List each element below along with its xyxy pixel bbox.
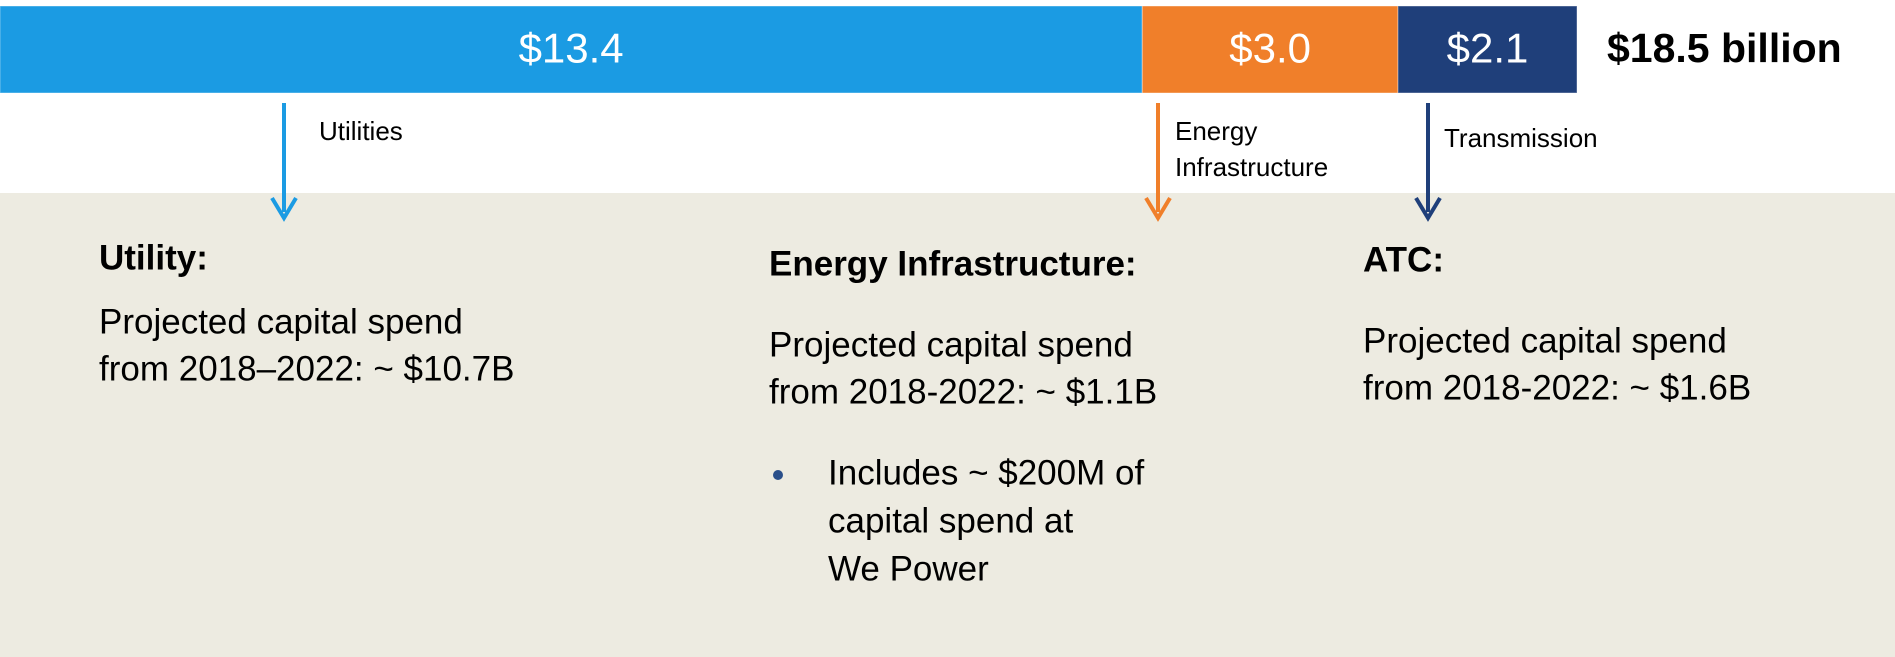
legend-label: Utilities xyxy=(319,116,403,146)
panel-text: Projected capital spend xyxy=(769,325,1133,364)
panel-background xyxy=(0,193,1895,657)
bullet-text: capital spend at xyxy=(828,501,1073,540)
panel-text: Projected capital spend xyxy=(99,302,463,341)
panel-text: from 2018-2022: ~ $1.6B xyxy=(1363,368,1751,407)
value-label: $2.1 xyxy=(1447,25,1529,72)
bar-segment xyxy=(1397,5,1578,94)
panel-text: Projected capital spend xyxy=(1363,321,1727,360)
total-label: $18.5 billion xyxy=(1607,25,1842,71)
arrow-head xyxy=(270,196,298,222)
arrow-head xyxy=(1414,196,1442,222)
bullet xyxy=(773,470,783,480)
bullet-text: Includes ~ $200M of xyxy=(828,453,1144,492)
panel-title: Energy Infrastructure: xyxy=(769,244,1137,283)
panel-title: Utility: xyxy=(99,238,208,277)
arrow-head xyxy=(1144,196,1172,222)
legend-label: Energy Infrastructure xyxy=(1175,116,1328,182)
value-label: $13.4 xyxy=(519,25,624,72)
panel-text: from 2018–2022: ~ $10.7B xyxy=(99,349,514,388)
panel-title: ATC: xyxy=(1363,240,1444,279)
panel-text: from 2018-2022: ~ $1.1B xyxy=(769,372,1157,411)
value-label: $3.0 xyxy=(1229,25,1311,72)
bullet-text: We Power xyxy=(828,549,989,588)
bar-segment xyxy=(0,5,1143,94)
legend-label: Transmission xyxy=(1444,123,1598,153)
